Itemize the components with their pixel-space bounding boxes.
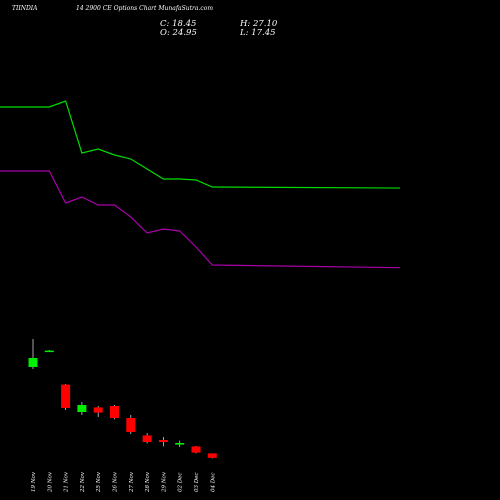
x-tick-label: 22 Nov: [80, 471, 86, 493]
candle-body-10: [191, 446, 201, 453]
x-tick-label: 27 Nov: [129, 471, 135, 493]
x-tick-label: 25 Nov: [96, 471, 102, 493]
candle-body-1: [44, 350, 54, 353]
chart-symbol: TIINDIA: [12, 5, 38, 12]
x-tick-label: 03 Dec: [194, 473, 200, 493]
low-price: L: 17.45: [240, 28, 276, 38]
x-tick-label: 21 Nov: [64, 471, 70, 493]
close-price: C: 18.45: [160, 19, 197, 29]
x-tick-label: 29 Nov: [161, 471, 167, 493]
x-tick-label: 19 Nov: [31, 471, 37, 492]
x-tick-label: 02 Dec: [178, 473, 184, 493]
candle-body-5: [110, 406, 119, 418]
candle-body-0: [28, 358, 38, 367]
candle-body-2: [61, 384, 71, 408]
candle-body-11: [207, 453, 217, 458]
overlay-line-2: [0, 170, 401, 269]
candle-body-6: [126, 418, 136, 432]
x-tick-label: 04 Dec: [210, 473, 216, 493]
candle-body-3: [77, 405, 87, 412]
chart-title: 14 2900 CE Options Chart MunafaSutra.com: [76, 5, 214, 12]
candle-body-7: [142, 435, 152, 442]
high-price: H: 27.10: [240, 19, 278, 29]
x-tick-label: 28 Nov: [145, 471, 151, 493]
candle-body-9: [175, 443, 185, 445]
x-tick-label: 20 Nov: [47, 471, 53, 493]
x-tick-label: 26 Nov: [113, 471, 119, 493]
overlay-line-1: [0, 100, 401, 189]
open-price: O: 24.95: [160, 28, 197, 38]
candle-body-8: [158, 440, 168, 442]
candle-body-4: [93, 407, 103, 413]
